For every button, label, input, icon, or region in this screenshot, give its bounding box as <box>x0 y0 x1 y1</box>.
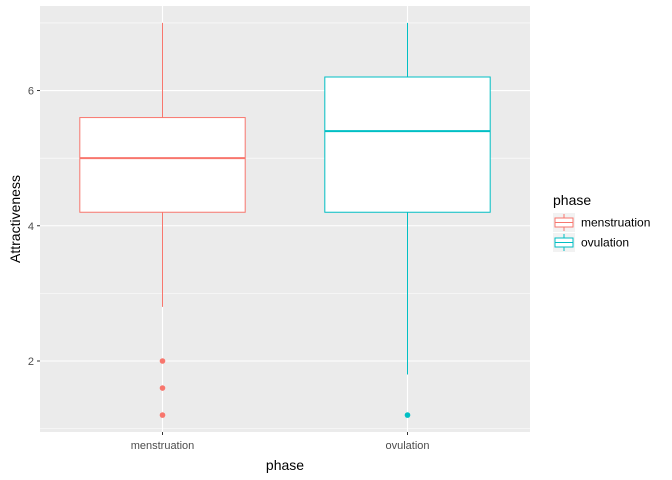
plot-panel <box>40 6 530 432</box>
legend-label: menstruation <box>581 216 650 230</box>
x-tick-label: menstruation <box>131 440 195 452</box>
y-tick-label: 4 <box>28 221 34 233</box>
outlier-point <box>404 412 411 418</box>
legend-title: phase <box>553 192 591 208</box>
y-axis-ticks: 2 4 6 <box>28 86 40 368</box>
legend-items: menstruation ovulation <box>553 213 650 252</box>
outlier-point <box>159 412 166 418</box>
legend-item-menstruation: menstruation <box>553 213 650 232</box>
box-iqr <box>79 117 246 213</box>
box-iqr <box>324 76 491 213</box>
outlier-point <box>159 358 166 364</box>
x-axis-ticks: menstruation ovulation <box>131 432 430 452</box>
legend-label: ovulation <box>581 236 629 250</box>
y-tick-label: 6 <box>28 86 34 98</box>
outlier-point <box>159 385 166 391</box>
boxes <box>79 22 491 418</box>
x-axis-title: phase <box>266 457 304 473</box>
legend: phase menstruation ovulation <box>553 192 650 252</box>
x-tick-label: ovulation <box>385 440 429 452</box>
box-ovulation <box>324 22 491 418</box>
y-axis-title: Attractiveness <box>7 175 23 263</box>
legend-item-ovulation: ovulation <box>553 233 629 252</box>
box-menstruation <box>79 22 246 418</box>
y-tick-label: 2 <box>28 356 34 368</box>
